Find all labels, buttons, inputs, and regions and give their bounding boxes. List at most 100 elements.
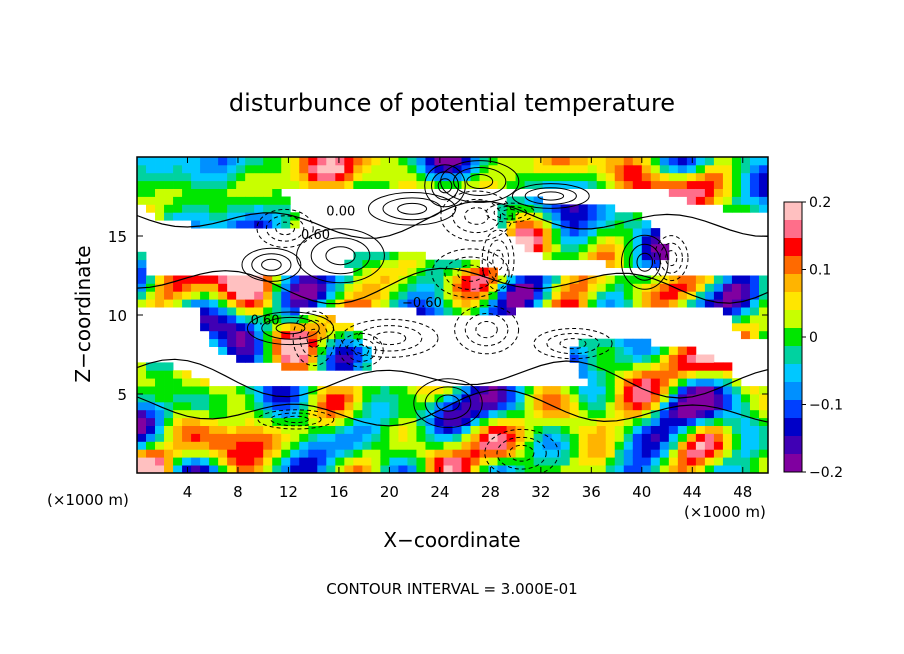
field-cell (380, 259, 390, 268)
field-cell (308, 315, 318, 324)
field-cell (371, 164, 381, 174)
field-cell (461, 259, 471, 268)
field-cell (650, 441, 661, 450)
field-cell (317, 283, 327, 292)
field-cell (236, 188, 246, 197)
field-cell (443, 425, 453, 434)
field-cell (416, 291, 426, 300)
field-cell (605, 251, 616, 261)
field-cell (542, 236, 553, 245)
negative-contour (265, 215, 305, 242)
field-cell (470, 433, 480, 442)
field-cell (704, 370, 715, 379)
field-cell (722, 180, 733, 189)
field-cell (236, 433, 246, 442)
field-cell (173, 457, 183, 466)
positive-contour (310, 237, 371, 275)
field-cell (605, 212, 616, 221)
field-cell (173, 275, 183, 284)
field-cell (191, 157, 201, 166)
field-cell (263, 409, 273, 419)
field-cell (200, 409, 210, 419)
field-cell (497, 417, 507, 426)
field-cell (281, 354, 291, 363)
field-cell (200, 283, 210, 292)
field-cell (515, 212, 526, 221)
field-cell (164, 180, 174, 189)
field-cell (308, 346, 318, 355)
field-cell (587, 164, 598, 174)
colorbar-swatch (784, 436, 802, 455)
field-cell (137, 433, 147, 442)
field-cell (425, 267, 435, 276)
field-cell (362, 441, 372, 450)
field-cell (443, 465, 453, 473)
field-cell (290, 409, 300, 419)
field-cell (641, 394, 652, 403)
field-cell (452, 172, 462, 182)
field-cell (308, 386, 318, 395)
field-cell (596, 338, 607, 347)
field-cell (614, 338, 625, 347)
field-cell (146, 188, 156, 197)
positive-contour (628, 243, 661, 281)
field-cell (308, 338, 318, 347)
field-cell (533, 196, 544, 205)
field-cell (272, 441, 282, 450)
field-cell (713, 457, 724, 466)
field-cell (335, 275, 345, 284)
field-cell (335, 433, 345, 442)
field-cell (236, 401, 246, 411)
positive-contour (325, 246, 356, 266)
field-cell (344, 394, 354, 403)
field-cell (218, 196, 228, 205)
field-cell (155, 283, 165, 292)
field-cell (227, 220, 237, 229)
field-cell (155, 465, 165, 473)
field-cell (263, 354, 273, 363)
field-cell (659, 291, 670, 300)
field-cell (191, 275, 201, 284)
field-cell (641, 220, 652, 229)
field-cell (146, 291, 156, 300)
field-cell (614, 417, 625, 426)
negative-contour (306, 328, 322, 348)
field-cell (686, 180, 697, 189)
positive-contour (261, 316, 320, 340)
field-cell (389, 457, 399, 466)
contour-value-label: 0.60 (301, 228, 330, 243)
field-cell (749, 386, 760, 395)
colorbar-tick-label: −0.1 (809, 398, 843, 414)
field-cell (209, 457, 219, 466)
field-cell (317, 425, 327, 434)
field-cell (155, 275, 165, 284)
field-cell (650, 164, 661, 174)
field-cell (164, 457, 174, 466)
field-cell (236, 425, 246, 434)
field-cell (659, 457, 670, 466)
field-cell (254, 283, 264, 292)
x-tick-label: 12 (279, 483, 298, 501)
field-cell (299, 457, 309, 466)
field-cell (605, 204, 616, 213)
field-cell (416, 394, 426, 403)
field-cell (290, 338, 300, 347)
field-cell (290, 172, 300, 182)
field-cell (335, 180, 345, 189)
field-cell (380, 465, 390, 473)
field-cell (560, 441, 571, 450)
field-cell (542, 425, 553, 434)
field-cell (155, 441, 165, 450)
field-cell (650, 228, 661, 237)
field-cell (686, 362, 697, 371)
field-cell (173, 386, 183, 395)
field-cell (425, 401, 435, 411)
field-cell (758, 322, 768, 332)
field-cell (623, 212, 634, 221)
field-cell (263, 220, 273, 229)
field-cell (713, 425, 724, 434)
field-cell (713, 299, 724, 308)
field-cell (659, 465, 670, 473)
field-cell (182, 370, 192, 379)
field-cell (380, 164, 390, 174)
